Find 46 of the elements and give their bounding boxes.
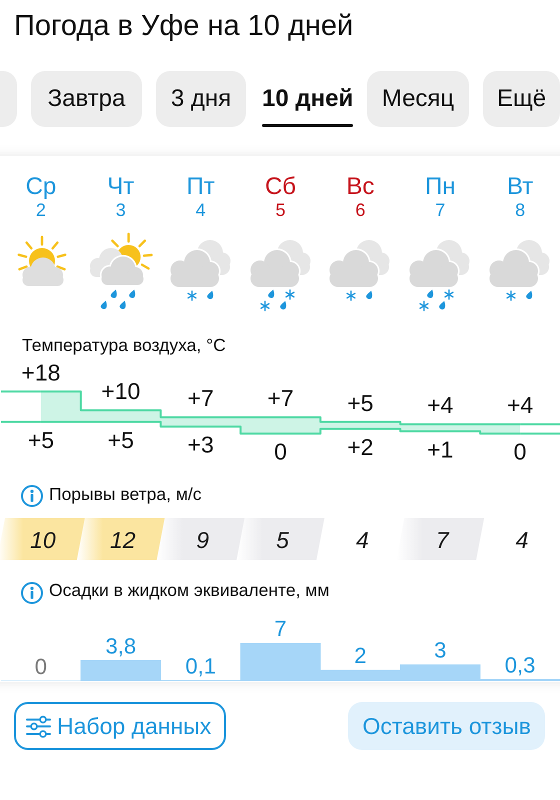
data-label: 2 xyxy=(354,643,366,668)
x-tick-label: Чт 3 xyxy=(107,173,134,220)
chart-title: Температура воздуха, °C xyxy=(22,335,226,356)
data-label: 9 xyxy=(196,527,210,553)
data-label: +3 xyxy=(188,432,214,458)
tab-button: 3 дня xyxy=(156,71,246,127)
data-label: 5 xyxy=(276,527,290,553)
x-tick-label: Пт 4 xyxy=(186,173,215,220)
data-label: 0 xyxy=(514,438,526,465)
data-label: 4 xyxy=(356,527,369,553)
tab-button: Месяц xyxy=(367,71,469,127)
data-label: 0 xyxy=(274,438,287,465)
data-label: 7 xyxy=(436,527,450,553)
data-label: +4 xyxy=(427,392,454,418)
data-label: 12 xyxy=(110,527,136,553)
data-label: +10 xyxy=(101,378,140,404)
outlined-button: Набор данных xyxy=(14,702,226,750)
x-tick-label: Пн 7 xyxy=(424,173,456,220)
data-label: 4 xyxy=(516,527,528,553)
data-label: 10 xyxy=(30,527,56,553)
filled-button: Оставить отзыв xyxy=(348,702,545,750)
text: 10 дней xyxy=(262,85,354,112)
data-label: 0 xyxy=(34,654,48,679)
data-label: +5 xyxy=(347,390,374,416)
x-tick-label: Вт 8 xyxy=(506,173,534,220)
x-tick-label: Ср 2 xyxy=(26,173,56,220)
tab-button: Завтра xyxy=(31,71,142,127)
x-tick-label: Вс 6 xyxy=(346,173,374,220)
text: Погода в Уфе на 10 дней xyxy=(14,10,354,42)
data-label: +7 xyxy=(267,385,294,412)
data-label: 3 xyxy=(434,638,446,663)
data-label: +7 xyxy=(188,385,214,412)
tab-button: Ещё xyxy=(483,71,560,127)
data-label: +5 xyxy=(108,426,134,453)
data-label: +5 xyxy=(28,426,54,453)
chart-title: Осадки в жидком эквиваленте, мм xyxy=(49,580,330,600)
data-label: 7 xyxy=(274,616,287,641)
data-label: 0,1 xyxy=(185,653,216,678)
data-label: +1 xyxy=(427,436,454,462)
data-label: +18 xyxy=(21,360,60,386)
data-label: +2 xyxy=(347,434,374,460)
text: Порывы ветра, м/с xyxy=(49,484,202,504)
x-tick-label: Сб 5 xyxy=(264,173,296,220)
data-label: 0,3 xyxy=(504,652,536,678)
data-label: +4 xyxy=(506,392,534,418)
data-label: 3,8 xyxy=(105,633,136,658)
